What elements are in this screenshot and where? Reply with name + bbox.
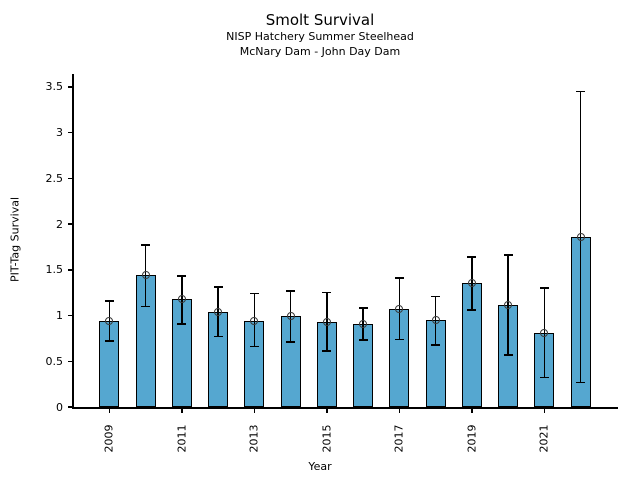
point-marker-2011 [177, 295, 186, 304]
error-cap-high-2020 [503, 254, 513, 256]
y-tick-label: 3 [56, 126, 63, 140]
y-tick-label: 0 [56, 400, 63, 414]
y-tick-label: 2.5 [45, 171, 64, 185]
x-axis-label: Year [308, 460, 332, 473]
x-tick-label: 2011 [175, 424, 189, 452]
error-cap-high-2018 [431, 295, 441, 298]
x-tick [108, 408, 111, 413]
error-cap-low-2020 [503, 354, 513, 356]
error-cap-low-2011 [177, 323, 187, 325]
point-marker-2012 [214, 307, 223, 316]
point-marker-2010 [141, 271, 150, 280]
y-tick-label: 3.5 [45, 80, 64, 94]
x-tick [253, 408, 256, 413]
error-cap-low-2016 [358, 339, 368, 341]
error-cap-high-2022 [576, 90, 586, 93]
y-tick [68, 314, 72, 317]
error-cap-low-2022 [576, 381, 586, 384]
error-cap-high-2015 [322, 291, 332, 294]
y-axis-spine [72, 74, 74, 408]
y-tick [68, 223, 72, 225]
x-tick [398, 408, 401, 413]
y-axis-label: PIT-Tag Survival [8, 197, 22, 283]
chart-subtitle-line2: McNary Dam - John Day Dam [239, 45, 401, 58]
point-marker-2016 [359, 319, 368, 328]
error-cap-low-2019 [467, 309, 477, 311]
point-marker-2018 [431, 316, 440, 325]
x-tick-label: 2013 [247, 424, 261, 452]
error-cap-high-2009 [104, 300, 114, 302]
y-tick [68, 406, 72, 408]
point-marker-2009 [105, 317, 114, 325]
error-cap-low-2013 [249, 345, 259, 348]
x-tick [326, 408, 328, 413]
error-cap-high-2019 [467, 256, 477, 258]
point-marker-2022 [576, 232, 585, 241]
error-cap-low-2010 [141, 305, 151, 308]
y-tick [68, 177, 72, 180]
y-tick-label: 1 [56, 309, 63, 323]
x-tick [181, 408, 183, 413]
error-cap-high-2011 [177, 275, 187, 277]
point-marker-2019 [467, 278, 476, 287]
error-cap-low-2014 [286, 341, 296, 343]
error-cap-low-2018 [431, 344, 441, 346]
point-marker-2014 [286, 312, 295, 321]
point-marker-2015 [322, 317, 331, 326]
point-marker-2020 [504, 300, 513, 309]
error-cap-high-2017 [394, 277, 404, 279]
x-tick-label: 2009 [102, 424, 116, 452]
error-cap-high-2016 [358, 307, 368, 309]
x-tick-label: 2015 [320, 424, 334, 452]
y-tick-label: 2 [56, 217, 63, 231]
error-cap-high-2010 [141, 244, 151, 246]
y-tick-label: 1.5 [45, 263, 64, 277]
error-cap-high-2014 [286, 290, 296, 292]
error-cap-low-2012 [213, 335, 223, 338]
error-cap-high-2013 [249, 292, 259, 295]
chart-title: Smolt Survival [265, 11, 375, 29]
y-tick [68, 360, 72, 362]
error-cap-high-2012 [213, 286, 223, 288]
error-cap-low-2015 [322, 350, 332, 352]
point-marker-2013 [250, 317, 259, 325]
x-tick-label: 2019 [465, 424, 479, 452]
point-marker-2017 [395, 305, 404, 314]
x-tick [471, 408, 473, 413]
error-cap-low-2009 [104, 340, 114, 342]
x-tick-label: 2021 [537, 424, 551, 452]
error-cap-low-2021 [539, 376, 549, 379]
error-cap-high-2021 [539, 287, 549, 289]
y-tick-label: 0.5 [45, 354, 64, 368]
plot-area: 0 0.5 1 1.5 2 2.5 3 3.5 2009 2011 2013 2015 2017 201… [46, 74, 618, 452]
x-tick [543, 408, 546, 413]
y-tick [68, 86, 72, 88]
y-tick [68, 269, 72, 271]
x-tick-label: 2017 [392, 424, 406, 452]
error-cap-low-2017 [394, 338, 404, 341]
chart-subtitle-line1: NISP Hatchery Summer Steelhead [226, 30, 414, 43]
y-tick [68, 131, 72, 134]
point-marker-2021 [540, 328, 549, 337]
x-axis-spine [72, 407, 618, 409]
